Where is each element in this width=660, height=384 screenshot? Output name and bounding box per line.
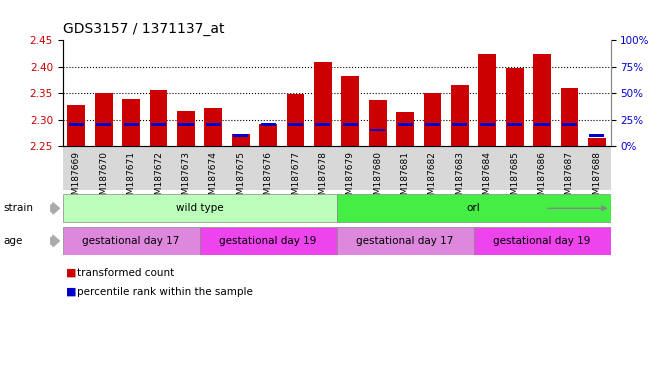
Text: gestational day 19: gestational day 19 — [219, 236, 317, 246]
Bar — [63, 195, 337, 222]
Bar — [424, 93, 442, 146]
Bar — [589, 134, 605, 137]
Bar — [560, 88, 578, 146]
Bar — [206, 124, 221, 126]
Text: ■: ■ — [66, 287, 77, 297]
Text: GDS3157 / 1371137_at: GDS3157 / 1371137_at — [63, 23, 224, 36]
Bar — [343, 124, 358, 126]
Text: orl: orl — [467, 203, 480, 214]
Bar — [95, 93, 113, 146]
Bar — [259, 124, 277, 146]
Bar — [288, 124, 303, 126]
Bar — [370, 129, 385, 131]
Bar — [69, 124, 84, 126]
Text: percentile rank within the sample: percentile rank within the sample — [77, 287, 253, 297]
Bar — [396, 112, 414, 146]
Bar — [314, 63, 332, 146]
Bar — [150, 91, 168, 146]
Bar — [151, 124, 166, 126]
Bar — [506, 68, 523, 146]
Bar — [177, 111, 195, 146]
Text: wild type: wild type — [176, 203, 224, 214]
Text: age: age — [3, 236, 22, 246]
Bar — [341, 76, 359, 146]
Bar — [425, 124, 440, 126]
Bar — [205, 108, 222, 146]
Bar — [337, 227, 474, 255]
Bar — [63, 227, 199, 255]
Bar — [178, 124, 193, 126]
Bar — [533, 53, 551, 146]
Bar — [315, 124, 331, 126]
Bar — [535, 124, 550, 126]
Bar — [397, 124, 412, 126]
Text: gestational day 17: gestational day 17 — [356, 236, 454, 246]
Bar — [562, 124, 577, 126]
Bar — [233, 134, 248, 137]
Bar — [232, 134, 249, 146]
Text: gestational day 19: gestational day 19 — [493, 236, 591, 246]
Bar — [588, 138, 606, 146]
Bar — [480, 124, 495, 126]
Bar — [286, 94, 304, 146]
Bar — [369, 100, 387, 146]
Bar — [507, 124, 522, 126]
Bar — [452, 124, 467, 126]
Bar — [199, 227, 337, 255]
Text: ■: ■ — [66, 268, 77, 278]
Bar — [451, 84, 469, 146]
Bar — [478, 53, 496, 146]
Bar — [261, 124, 276, 126]
Bar — [123, 124, 139, 126]
Bar — [474, 227, 610, 255]
Bar — [337, 195, 610, 222]
Bar — [122, 99, 140, 146]
Bar — [67, 105, 85, 146]
Bar — [96, 124, 112, 126]
Text: gestational day 17: gestational day 17 — [82, 236, 180, 246]
Text: transformed count: transformed count — [77, 268, 174, 278]
Text: strain: strain — [3, 203, 33, 214]
